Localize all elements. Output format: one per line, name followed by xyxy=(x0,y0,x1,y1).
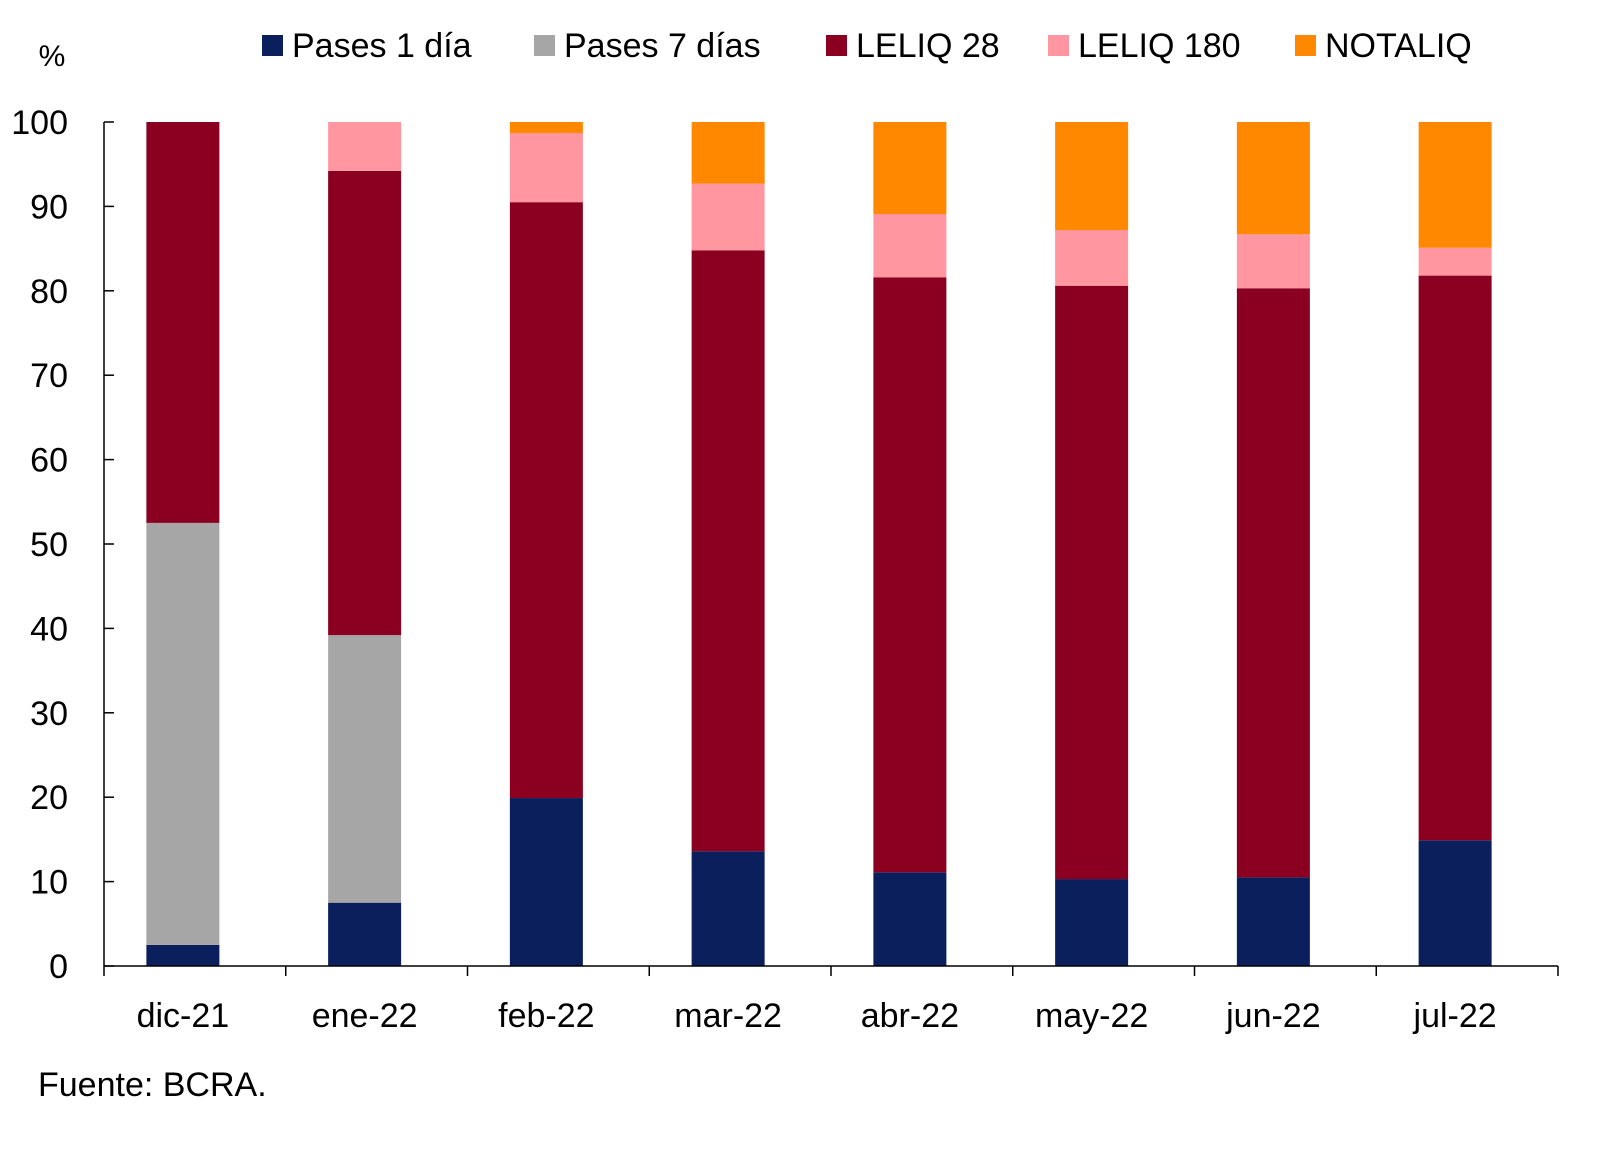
legend-label: NOTALIQ xyxy=(1325,27,1472,65)
legend-label: LELIQ 180 xyxy=(1078,27,1241,65)
bar-segment xyxy=(1418,247,1492,276)
legend-swatch xyxy=(534,35,555,56)
bar-segment xyxy=(691,250,765,852)
y-tick-label: 80 xyxy=(30,273,68,311)
y-tick-label: 10 xyxy=(30,864,68,902)
y-tick-label: 50 xyxy=(30,526,68,564)
y-tick-label: 30 xyxy=(30,695,68,733)
bar-segment xyxy=(691,183,765,251)
bar-segment xyxy=(509,798,583,966)
x-tick-label: feb-22 xyxy=(498,997,594,1035)
bar-segment xyxy=(328,635,402,903)
bars xyxy=(146,122,1492,966)
bar-segment xyxy=(146,122,220,523)
legend-swatch xyxy=(1048,35,1069,56)
x-axis: dic-21 ene-22 feb-22 mar-22 abr-22 may-22 jun-… xyxy=(103,965,1559,1035)
bar-segment xyxy=(873,277,947,873)
legend-swatch xyxy=(826,35,847,56)
bar-segment xyxy=(146,522,220,945)
bar-segment xyxy=(1236,288,1310,878)
bar-segment xyxy=(873,213,947,278)
y-tick-label: 70 xyxy=(30,357,68,395)
bar-segment xyxy=(1055,285,1129,880)
y-tick-label: 0 xyxy=(49,948,68,986)
y-axis-label: % xyxy=(39,40,66,73)
y-tick-label: 100 xyxy=(11,104,68,142)
x-tick-label: mar-22 xyxy=(674,997,782,1035)
bar-segment xyxy=(146,944,220,966)
legend-swatch xyxy=(1295,35,1316,56)
x-tick-label: abr-22 xyxy=(861,997,959,1035)
bar-segment xyxy=(328,170,402,636)
bar-segment xyxy=(1236,122,1310,235)
bar-segment xyxy=(509,122,583,133)
legend-swatch xyxy=(262,35,283,56)
y-tick-label: 60 xyxy=(30,442,68,480)
y-tick-label: 90 xyxy=(30,188,68,226)
legend-label: Pases 1 día xyxy=(292,27,472,65)
y-tick-label: 20 xyxy=(30,779,68,817)
bar-segment xyxy=(873,122,947,214)
bar-segment xyxy=(328,122,402,171)
bar-segment xyxy=(509,202,583,799)
bar-segment xyxy=(1418,275,1492,841)
bar-segment xyxy=(328,902,402,966)
legend-label: Pases 7 días xyxy=(564,27,761,65)
bar-segment xyxy=(691,851,765,966)
bar-segment xyxy=(873,872,947,966)
bar-segment xyxy=(509,132,583,203)
x-tick-label: may-22 xyxy=(1035,997,1148,1035)
y-tick-label: 40 xyxy=(30,610,68,648)
legend: Pases 1 día Pases 7 días LELIQ 28 LELIQ 180… xyxy=(262,27,1472,65)
bar-segment xyxy=(1236,234,1310,289)
bar-segment xyxy=(1055,230,1129,286)
x-tick-label: jun-22 xyxy=(1225,997,1321,1035)
bar-segment xyxy=(691,122,765,184)
x-tick-label: jul-22 xyxy=(1413,997,1497,1035)
bar-segment xyxy=(1055,879,1129,966)
x-tick-label: ene-22 xyxy=(312,997,418,1035)
bar-segment xyxy=(1236,877,1310,966)
bar-segment xyxy=(1418,122,1492,248)
y-axis: 0 10 20 30 40 50 60 70 80 90 100 xyxy=(11,104,114,986)
legend-label: LELIQ 28 xyxy=(856,27,1000,65)
bar-segment xyxy=(1055,122,1129,231)
x-tick-label: dic-21 xyxy=(137,997,230,1035)
bar-segment xyxy=(1418,840,1492,966)
source-note: Fuente: BCRA. xyxy=(38,1066,267,1104)
